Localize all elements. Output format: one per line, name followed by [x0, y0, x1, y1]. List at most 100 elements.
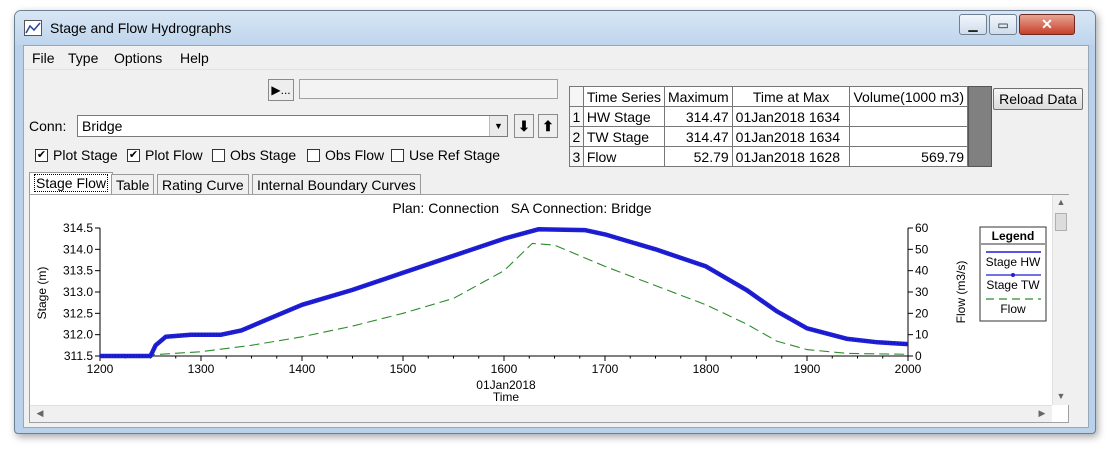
- y-right-tick-label: 10: [915, 328, 929, 342]
- checkbox-check-icon[interactable]: ✔: [127, 148, 140, 162]
- cell-volume[interactable]: [849, 106, 968, 127]
- obs-flow-label: Obs Flow: [325, 147, 385, 163]
- scroll-right-icon[interactable]: ▶: [1038, 408, 1046, 418]
- checkbox-empty-icon[interactable]: [212, 148, 225, 162]
- scroll-left-icon[interactable]: ◀: [36, 408, 44, 418]
- obs-stage-checkbox[interactable]: Obs Stage: [212, 147, 296, 163]
- scroll-down-icon[interactable]: ▼: [1056, 391, 1066, 401]
- cell-series[interactable]: HW Stage: [582, 106, 666, 127]
- legend-entry-flow: Flow: [1000, 302, 1026, 316]
- tab-internal-boundary-curves[interactable]: Internal Boundary Curves: [252, 174, 421, 194]
- next-down-button[interactable]: ⬇: [514, 114, 534, 138]
- x-tick-label: 1600: [491, 362, 518, 376]
- checkbox-empty-icon[interactable]: [307, 148, 320, 162]
- previous-up-button[interactable]: ⬆: [538, 114, 558, 138]
- row-number: 2: [569, 126, 584, 147]
- obs-flow-checkbox[interactable]: Obs Flow: [307, 147, 384, 163]
- x-axis-date-label: 01Jan2018: [476, 378, 536, 392]
- x-tick-label: 1900: [794, 362, 821, 376]
- plot-stage-label: Plot Stage: [53, 147, 118, 163]
- menu-file[interactable]: File: [32, 50, 55, 66]
- header-time-series: Time Series: [582, 86, 666, 107]
- app-window: Stage and Flow Hydrographs ▁ ▭ ✕ File Ty…: [14, 10, 1096, 434]
- menu-bar: File Type Options Help: [24, 46, 1088, 70]
- cell-volume[interactable]: [849, 126, 968, 147]
- y-left-tick-label: 312.5: [63, 306, 93, 320]
- cell-time-at-max[interactable]: 01Jan2018 1634: [731, 126, 851, 147]
- legend-entry-stage-tw: Stage TW: [986, 278, 1040, 292]
- x-tick-label: 1400: [289, 362, 316, 376]
- scroll-up-icon[interactable]: ▲: [1056, 197, 1066, 207]
- minimize-button[interactable]: ▁: [959, 14, 987, 35]
- menu-help[interactable]: Help: [180, 50, 209, 66]
- y-right-tick-label: 0: [915, 349, 922, 363]
- client-area: File Type Options Help ▶... Conn: Bridge…: [23, 45, 1089, 428]
- y-axis-right-label: Flow (m3/s): [954, 261, 968, 324]
- cell-series[interactable]: Flow: [582, 146, 666, 167]
- conn-select[interactable]: Bridge ▼: [77, 115, 508, 137]
- close-button[interactable]: ✕: [1019, 14, 1075, 35]
- x-tick-label: 2000: [895, 362, 922, 376]
- maximize-button[interactable]: ▭: [989, 14, 1017, 35]
- y-left-tick-label: 313.0: [63, 285, 93, 299]
- y-left-tick-label: 313.5: [63, 264, 93, 278]
- table-corner-cell: [569, 86, 584, 107]
- horizontal-scrollbar[interactable]: ◀ ▶: [30, 405, 1052, 422]
- plot-stage-checkbox[interactable]: ✔ Plot Stage: [35, 147, 118, 163]
- use-ref-stage-checkbox[interactable]: Use Ref Stage: [391, 147, 500, 163]
- x-tick-label: 1700: [592, 362, 619, 376]
- y-left-tick-label: 314.0: [63, 242, 93, 256]
- conn-select-value: Bridge: [82, 118, 123, 134]
- y-right-tick-label: 40: [915, 264, 929, 278]
- tab-rating-curve[interactable]: Rating Curve: [157, 174, 249, 194]
- series-stage-hw-line: [100, 227, 909, 359]
- menu-options[interactable]: Options: [114, 50, 163, 66]
- x-tick-label: 1300: [188, 362, 215, 376]
- checkbox-empty-icon[interactable]: [391, 148, 404, 162]
- cell-maximum[interactable]: 314.47: [664, 106, 733, 127]
- title-bar[interactable]: Stage and Flow Hydrographs ▁ ▭ ✕: [15, 11, 1095, 45]
- tab-table[interactable]: Table: [111, 174, 155, 194]
- y-left-tick-label: 312.0: [63, 328, 93, 342]
- vertical-scrollbar[interactable]: ▲ ▼: [1052, 195, 1069, 405]
- tab-stage-flow[interactable]: Stage Flow: [29, 172, 114, 195]
- vertical-scroll-thumb[interactable]: [1055, 213, 1067, 231]
- y-right-tick-label: 30: [915, 285, 929, 299]
- reload-data-button[interactable]: Reload Data: [993, 88, 1083, 110]
- cell-series[interactable]: TW Stage: [582, 126, 666, 147]
- x-axis-label: Time: [493, 390, 520, 403]
- hydrograph-app-icon: [24, 20, 42, 36]
- cell-time-at-max[interactable]: 01Jan2018 1634: [731, 106, 851, 127]
- menu-type[interactable]: Type: [68, 50, 99, 66]
- obs-stage-label: Obs Stage: [230, 147, 297, 163]
- header-time-at-max: Time at Max: [731, 86, 851, 107]
- chart-title: Plan: Connection SA Connection: Bridge: [392, 200, 651, 216]
- x-tick-label: 1500: [390, 362, 417, 376]
- play-button[interactable]: ▶...: [268, 79, 294, 101]
- cell-time-at-max[interactable]: 01Jan2018 1628: [731, 146, 851, 167]
- table-row[interactable]: 1 HW Stage 314.47 01Jan2018 1634: [569, 106, 968, 127]
- header-volume: Volume(1000 m3): [849, 86, 968, 107]
- chevron-down-icon[interactable]: ▼: [489, 116, 507, 136]
- plot-flow-checkbox[interactable]: ✔ Plot Flow: [127, 147, 203, 163]
- chart-series: [99, 227, 909, 359]
- y-axis-left-label: Stage (m): [35, 267, 49, 320]
- header-maximum: Maximum: [664, 86, 733, 107]
- cell-maximum[interactable]: 314.47: [664, 126, 733, 147]
- table-row[interactable]: 3 Flow 52.79 01Jan2018 1628 569.79: [569, 146, 968, 167]
- cell-maximum[interactable]: 52.79: [664, 146, 733, 167]
- row-number: 3: [569, 146, 584, 167]
- series-flow-line: [99, 242, 909, 357]
- y-left-tick-label: 314.5: [63, 221, 93, 235]
- table-header-row: Time Series Maximum Time at Max Volume(1…: [569, 86, 968, 107]
- checkbox-check-icon[interactable]: ✔: [35, 148, 48, 162]
- conn-label: Conn:: [29, 118, 67, 134]
- plot-flow-label: Plot Flow: [145, 147, 203, 163]
- cell-volume[interactable]: 569.79: [849, 146, 968, 167]
- table-row[interactable]: 2 TW Stage 314.47 01Jan2018 1634: [569, 126, 968, 147]
- chart-panel: Plan: Connection SA Connection: Bridge 1…: [29, 194, 1069, 423]
- y-right-tick-label: 50: [915, 242, 929, 256]
- y-right-tick-label: 60: [915, 221, 929, 235]
- row-number: 1: [569, 106, 584, 127]
- legend-title: Legend: [992, 229, 1035, 243]
